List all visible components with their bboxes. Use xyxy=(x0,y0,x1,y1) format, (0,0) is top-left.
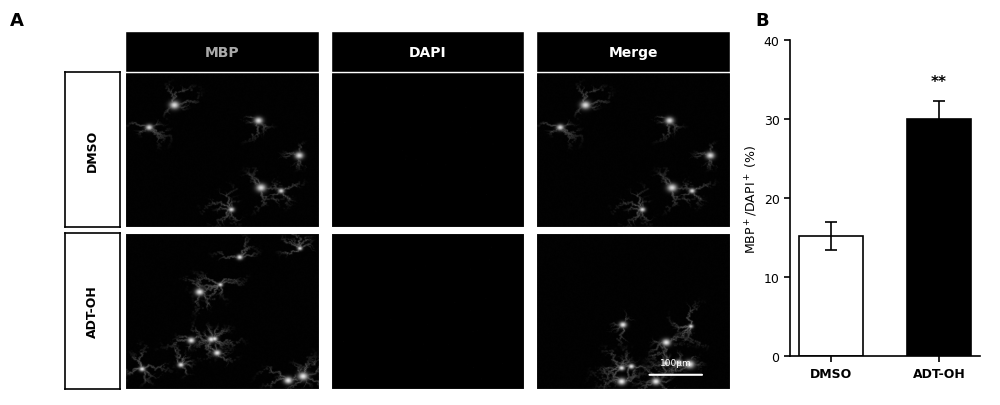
Text: DAPI: DAPI xyxy=(409,46,446,60)
Text: MBP: MBP xyxy=(205,46,239,60)
Text: A: A xyxy=(10,12,24,30)
Bar xyxy=(907,119,971,356)
Text: ADT-OH: ADT-OH xyxy=(86,285,99,338)
Text: Merge: Merge xyxy=(608,46,658,60)
Y-axis label: MBP$^+$/DAPI$^+$ (%): MBP$^+$/DAPI$^+$ (%) xyxy=(743,144,760,253)
Text: DMSO: DMSO xyxy=(86,129,99,171)
Bar xyxy=(799,237,863,356)
Text: **: ** xyxy=(931,75,947,90)
Text: B: B xyxy=(755,12,769,30)
Text: 100μm: 100μm xyxy=(660,358,692,367)
